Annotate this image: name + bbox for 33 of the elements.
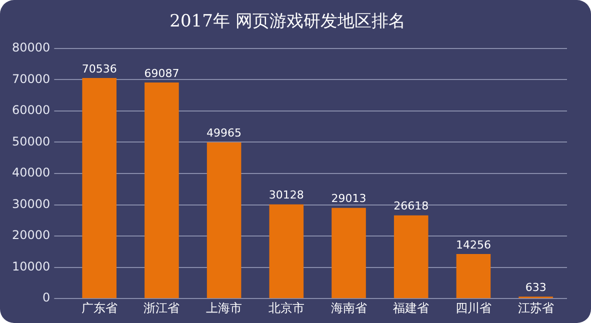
bar — [206, 142, 242, 298]
bar — [82, 78, 116, 298]
bar — [456, 254, 491, 298]
bar — [269, 204, 304, 298]
bar — [394, 215, 428, 298]
y-tick-label: 50000 — [12, 134, 50, 148]
bar — [144, 82, 179, 298]
y-tick-label: 30000 — [12, 196, 50, 211]
x-tick-label: 海南省 — [330, 300, 367, 315]
y-tick-label: 80000 — [12, 40, 50, 55]
x-tick-label: 福建省 — [393, 300, 430, 315]
data-label: 29013 — [331, 192, 366, 206]
data-label: 14256 — [456, 238, 491, 252]
data-label: 49965 — [206, 126, 242, 140]
y-tick-label: 0 — [42, 290, 50, 305]
x-tick-label: 浙江省 — [144, 300, 180, 315]
y-tick-label: 70000 — [12, 72, 50, 86]
x-tick-label: 江苏省 — [518, 300, 554, 315]
y-tick-label: 40000 — [12, 166, 50, 180]
x-tick-label: 广东省 — [81, 300, 118, 315]
data-label: 70536 — [82, 62, 117, 76]
chart-title: 2017年 网页游戏研发地区排名 — [170, 12, 406, 32]
x-tick-label: 四川省 — [455, 300, 492, 315]
data-label: 30128 — [268, 188, 304, 202]
y-tick-label: 60000 — [12, 103, 50, 118]
y-tick-label: 20000 — [12, 228, 50, 242]
bar — [332, 208, 366, 298]
x-tick-label: 上海市 — [206, 300, 242, 315]
y-tick-label: 10000 — [12, 259, 50, 274]
data-label: 26618 — [394, 200, 429, 213]
data-label: 69087 — [144, 66, 180, 80]
data-label: 633 — [525, 280, 546, 294]
x-tick-label: 北京市 — [268, 300, 304, 315]
